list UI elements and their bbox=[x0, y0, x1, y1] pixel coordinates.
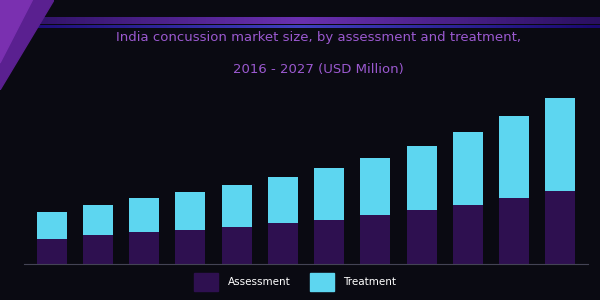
Bar bbox=[37, 239, 67, 264]
Bar bbox=[37, 212, 67, 239]
Bar bbox=[361, 158, 391, 215]
Bar bbox=[268, 223, 298, 264]
Bar bbox=[83, 205, 113, 236]
Bar bbox=[310, 273, 334, 291]
Bar bbox=[545, 98, 575, 191]
Bar bbox=[175, 192, 205, 230]
Polygon shape bbox=[0, 0, 54, 90]
Bar bbox=[499, 198, 529, 264]
Text: 2016 - 2027 (USD Million): 2016 - 2027 (USD Million) bbox=[233, 62, 403, 76]
Bar bbox=[175, 230, 205, 264]
Polygon shape bbox=[0, 0, 32, 63]
Bar bbox=[221, 227, 251, 264]
Bar bbox=[545, 191, 575, 264]
Bar bbox=[314, 168, 344, 220]
Bar bbox=[83, 236, 113, 264]
Bar bbox=[194, 273, 218, 291]
Bar bbox=[361, 215, 391, 264]
Text: India concussion market size, by assessment and treatment,: India concussion market size, by assessm… bbox=[115, 32, 521, 44]
Bar bbox=[314, 220, 344, 264]
Bar bbox=[453, 205, 483, 264]
Bar bbox=[129, 232, 159, 264]
Bar bbox=[129, 198, 159, 232]
Text: Assessment: Assessment bbox=[228, 277, 291, 287]
Bar bbox=[453, 132, 483, 205]
Bar bbox=[407, 210, 437, 264]
Bar bbox=[221, 185, 251, 227]
Bar bbox=[268, 177, 298, 223]
Bar bbox=[499, 116, 529, 198]
Bar bbox=[407, 146, 437, 210]
Text: Treatment: Treatment bbox=[343, 277, 396, 287]
